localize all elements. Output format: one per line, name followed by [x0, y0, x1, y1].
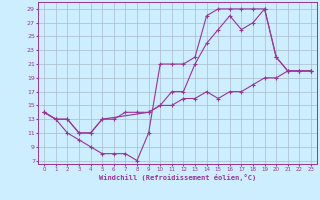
X-axis label: Windchill (Refroidissement éolien,°C): Windchill (Refroidissement éolien,°C) — [99, 174, 256, 181]
